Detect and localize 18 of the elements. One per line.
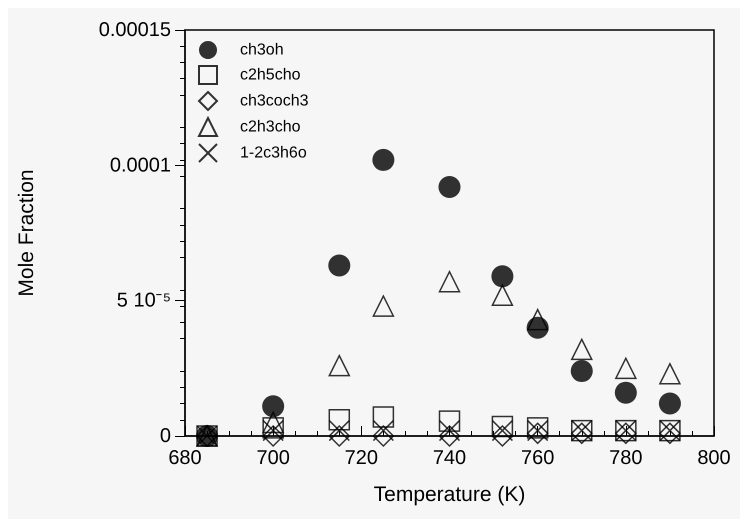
x-tick-label: 700 (256, 447, 290, 469)
x-tick-label: 720 (344, 447, 378, 469)
x-tick-label: 760 (520, 447, 554, 469)
x-tick-label: 800 (697, 447, 731, 469)
x-tick-label: 780 (609, 447, 643, 469)
legend-label: ch3coch3 (240, 92, 309, 110)
y-tick-label: 0 (160, 425, 171, 447)
y-tick-label: 0.00015 (98, 19, 171, 41)
legend-label: ch3oh (240, 42, 284, 58)
legend-label: 1-2c3h6o (240, 144, 307, 162)
legend-label: c2h5cho (240, 66, 301, 84)
x-axis-title: Temperature (K) (374, 483, 526, 506)
y-tick-label: 0.0001 (110, 154, 171, 176)
y-tick-label: 5 10⁻⁵ (116, 290, 171, 312)
legend-label: c2h3cho (240, 118, 301, 136)
x-tick-label: 740 (432, 447, 466, 469)
x-tick-label: 680 (168, 447, 202, 469)
y-axis-title: Mole Fraction (15, 169, 38, 297)
